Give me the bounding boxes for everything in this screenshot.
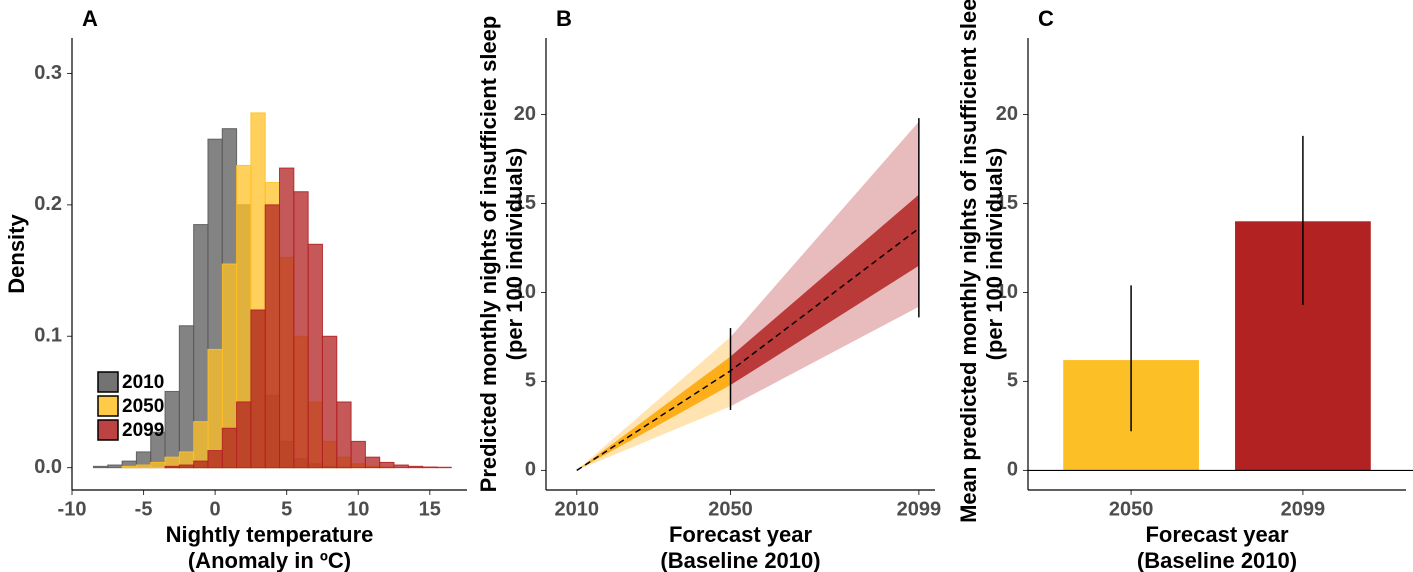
panel-letter: B [556,6,572,31]
y-tick-label: 0 [1007,459,1018,481]
y-tick-label: 15 [996,192,1018,214]
y-axis-title: (per 100 individuals) [502,148,527,361]
histogram-bar [121,465,137,469]
ensemble-core [730,194,919,386]
y-axis-title: Density [4,214,29,294]
histogram-bar [422,466,438,469]
histogram-bar [107,464,123,469]
histogram-bar [250,309,266,469]
x-tick-label: 15 [419,498,441,520]
panel-letter: A [82,6,98,31]
y-tick-label: 10 [514,281,536,303]
x-tick-label: 10 [347,498,369,520]
histogram-bar [164,465,180,469]
x-axis-title: (Anomaly in ºC) [188,548,351,572]
y-axis-title: (per 100 individuals) [982,148,1007,361]
legend-key [97,395,119,417]
y-tick-label: 0.0 [34,456,62,478]
histogram-bar [92,465,109,469]
y-axis-title: Mean predicted monthly nights of insuffi… [956,0,981,523]
legend-label: 2010 [122,372,164,393]
histogram-bar [236,401,252,469]
x-axis-title: Forecast year [1145,522,1289,547]
x-tick-label: 2099 [1281,498,1326,520]
histogram-bar [207,348,223,469]
x-tick-label: 2010 [555,498,600,520]
histogram-bar [264,204,281,469]
y-tick-label: 15 [514,192,536,214]
y-tick-label: 0.3 [34,62,62,84]
histogram-bar [350,440,366,469]
histogram-bar [393,464,409,469]
histogram-bar [293,191,309,469]
histogram-bar [336,401,352,469]
x-tick-label: 5 [281,498,292,520]
x-tick-label: 2050 [1109,498,1154,520]
histogram-bar [307,243,323,469]
histogram-bar [207,450,223,469]
histogram-bar [321,335,338,469]
y-tick-label: 5 [525,370,536,392]
y-axis-title: Predicted monthly nights of insufficient… [476,16,501,493]
x-tick-label: 0 [210,498,221,520]
y-tick-label: 0 [525,459,536,481]
legend-label: 2050 [122,396,164,417]
histogram-bar [178,325,195,469]
ensemble-core [576,356,731,471]
x-tick-label: -5 [135,498,153,520]
histogram-bar [379,461,395,469]
x-axis-title: Nightly temperature [166,522,374,547]
x-axis-title: Forecast year [669,522,813,547]
histogram-bar [193,460,209,469]
histogram-bar [164,390,180,469]
legend-key [97,371,119,393]
y-tick-label: 0.1 [34,325,62,347]
x-tick-label: 2099 [897,498,942,520]
ensemble-band [576,336,731,471]
histogram-bar [221,427,238,469]
x-tick-label: 2050 [708,498,753,520]
panel-letter: C [1038,6,1054,31]
histogram-bar [135,464,152,469]
legend-label: 2099 [122,420,164,441]
x-tick-label: -10 [58,498,87,520]
y-tick-label: 0.2 [34,193,62,215]
histogram-bar [178,464,195,469]
y-tick-label: 10 [996,281,1018,303]
histogram-bar [279,167,295,469]
histogram-bar [407,465,424,469]
histogram-bar [364,456,381,469]
x-axis-title: (Baseline 2010) [660,548,820,572]
y-tick-label: 20 [996,103,1018,125]
y-tick-label: 5 [1007,370,1018,392]
histogram-bar [150,461,166,469]
x-axis-title: (Baseline 2010) [1137,548,1297,572]
legend-key [97,419,119,441]
y-tick-label: 20 [514,103,536,125]
